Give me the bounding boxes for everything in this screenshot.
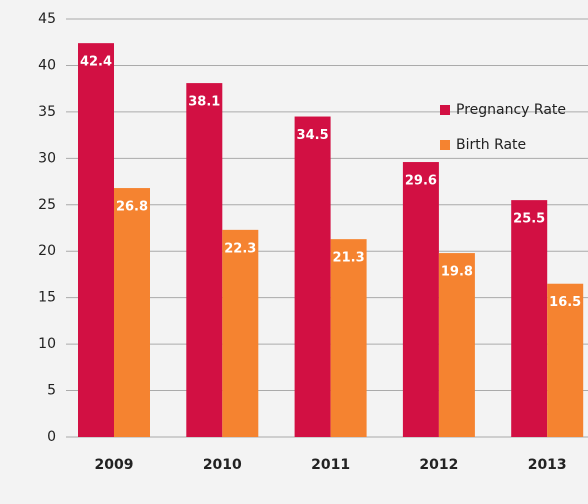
data-label: 29.6 <box>405 174 437 189</box>
data-label: 19.8 <box>441 265 473 280</box>
bar <box>547 283 584 437</box>
y-tick-label: 25 <box>38 197 56 213</box>
data-label: 26.8 <box>116 200 148 215</box>
x-tick-label: 2009 <box>95 457 134 473</box>
legend-swatch <box>440 140 450 150</box>
data-label: 34.5 <box>297 128 329 143</box>
y-tick-label: 40 <box>38 57 56 73</box>
data-label: 42.4 <box>80 55 112 70</box>
data-label: 38.1 <box>188 95 220 110</box>
bar <box>330 239 367 437</box>
bar <box>438 253 475 437</box>
y-tick-label: 5 <box>47 383 56 399</box>
y-tick-label: 30 <box>38 150 56 166</box>
y-tick-label: 45 <box>38 11 56 27</box>
y-tick-label: 35 <box>38 104 56 120</box>
x-tick-label: 2012 <box>419 457 458 473</box>
x-tick-label: 2013 <box>528 457 567 473</box>
x-tick-label: 2011 <box>311 457 350 473</box>
bar <box>402 162 439 437</box>
legend-swatch <box>440 105 450 115</box>
x-tick-label: 2010 <box>203 457 242 473</box>
bar <box>294 116 331 438</box>
legend-label: Birth Rate <box>456 137 526 153</box>
bar <box>114 188 150 437</box>
y-tick-label: 0 <box>47 429 56 445</box>
data-label: 22.3 <box>224 241 256 256</box>
legend-label: Pregnancy Rate <box>456 102 566 118</box>
bar <box>78 43 114 437</box>
data-label: 25.5 <box>513 212 545 227</box>
bar <box>186 83 223 438</box>
y-tick-label: 15 <box>38 290 56 306</box>
bar <box>511 200 548 437</box>
data-label: 21.3 <box>333 251 365 266</box>
y-tick-label: 10 <box>38 336 56 352</box>
data-label: 16.5 <box>549 295 581 310</box>
y-tick-label: 20 <box>38 243 56 259</box>
bar <box>222 229 259 437</box>
